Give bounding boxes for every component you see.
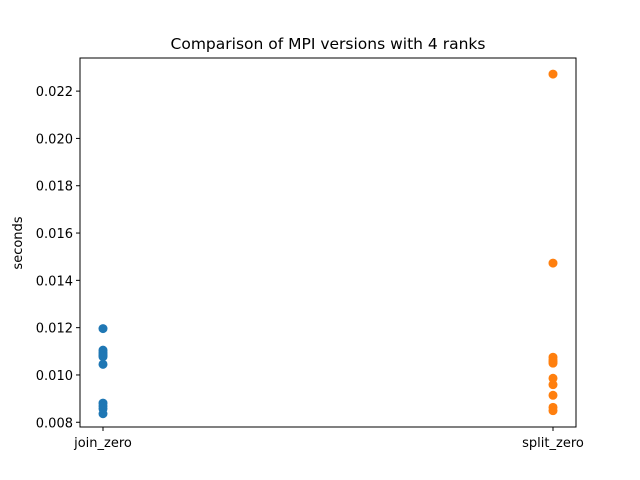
y-tick-label: 0.014 xyxy=(36,274,73,289)
y-axis-ticks: 0.008 0.010 0.012 0.014 0.016 0.018 0.020 0.022 xyxy=(36,85,80,431)
y-tick-label: 0.022 xyxy=(36,85,73,100)
chart-title: Comparison of MPI versions with 4 ranks xyxy=(171,35,486,53)
data-point-join-zero xyxy=(98,409,108,419)
y-tick-label: 0.008 xyxy=(36,416,73,431)
data-point-split-zero xyxy=(548,380,558,390)
data-point-split-zero xyxy=(548,258,558,268)
plot-frame xyxy=(79,57,577,428)
x-tick-label-join-zero: join_zero xyxy=(73,436,132,451)
data-point-split-zero xyxy=(548,390,558,400)
scatter-points xyxy=(98,69,558,419)
y-tick-label: 0.012 xyxy=(36,322,73,337)
y-tick-label: 0.010 xyxy=(36,369,73,384)
y-axis-label: seconds xyxy=(11,216,26,269)
data-point-join-zero xyxy=(98,352,108,362)
data-point-join-zero xyxy=(98,324,108,334)
y-tick-label: 0.018 xyxy=(36,180,73,195)
y-tick-label: 0.020 xyxy=(36,132,73,147)
data-point-split-zero xyxy=(548,406,558,416)
data-point-join-zero xyxy=(98,359,108,369)
x-tick-label-split-zero: split_zero xyxy=(522,436,584,451)
data-point-split-zero xyxy=(548,358,558,368)
x-axis-ticks: join_zero split_zero xyxy=(73,427,584,451)
data-point-split-zero xyxy=(548,69,558,79)
y-tick-label: 0.016 xyxy=(36,227,73,242)
data-point-split-zero xyxy=(548,373,558,383)
